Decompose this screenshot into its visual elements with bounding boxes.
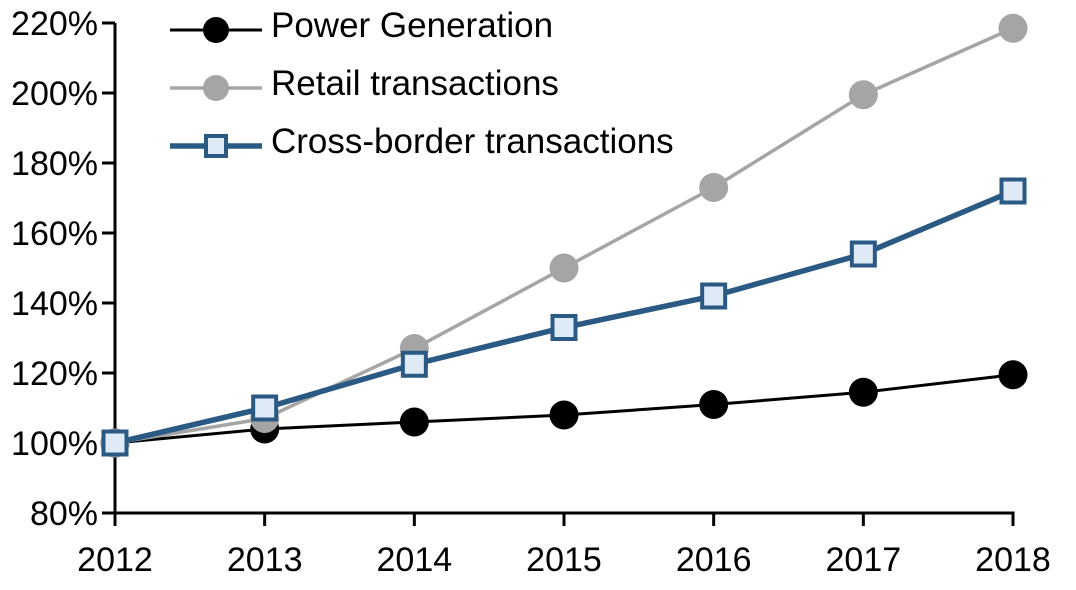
x-tick-label-2017: 2017	[826, 541, 902, 579]
marker-cross-border-transactions-2015	[550, 314, 578, 341]
marker-retail-transactions-2017	[848, 80, 878, 110]
x-tick-label-2013: 2013	[227, 541, 303, 579]
x-tick-label-2014: 2014	[377, 541, 453, 579]
marker-cross-border-transactions-legend	[204, 134, 228, 158]
legend-item-retail-transactions: Retail transactions	[170, 64, 559, 103]
y-tick-label-100: 100%	[11, 425, 98, 463]
marker-retail-transactions-2016	[699, 173, 729, 202]
legend-label-cross-border-transactions: Cross-border transactions	[271, 122, 674, 161]
marker-power-generation-2018	[998, 360, 1028, 390]
y-tick-label-200: 200%	[11, 75, 98, 113]
y-tick-label-140: 140%	[11, 285, 98, 323]
y-tick-label-220: 220%	[11, 5, 98, 43]
marker-cross-border-transactions-2014	[400, 350, 428, 378]
x-tick-label-2016: 2016	[676, 541, 752, 579]
marker-power-generation-2014	[399, 407, 429, 437]
legend-item-power-generation: Power Generation	[170, 6, 553, 45]
marker-cross-border-transactions-2016	[700, 282, 728, 310]
marker-power-generation-2015	[549, 400, 579, 430]
legend-label-retail-transactions: Retail transactions	[271, 64, 559, 103]
x-tick-label-2012: 2012	[77, 541, 153, 579]
marker-power-generation-legend	[203, 17, 229, 43]
legend-label-power-generation: Power Generation	[271, 6, 553, 45]
x-tick-label-2015: 2015	[526, 541, 602, 579]
marker-power-generation-2016	[699, 390, 729, 419]
series-line-retail-transactions	[114, 26, 1014, 445]
y-tick-label-160: 160%	[11, 215, 98, 253]
y-tick-label-120: 120%	[11, 355, 98, 393]
marker-cross-border-transactions-2017	[849, 240, 877, 268]
marker-cross-border-transactions-2018	[999, 177, 1027, 205]
marker-retail-transactions-2015	[549, 253, 579, 283]
legend-item-cross-border-transactions: Cross-border transactions	[170, 122, 674, 161]
y-tick-label-180: 180%	[11, 145, 98, 183]
marker-retail-transactions-legend	[203, 75, 229, 101]
marker-cross-border-transactions-2013	[251, 394, 279, 422]
marker-cross-border-transactions-2012	[101, 429, 129, 457]
y-tick-label-80: 80%	[30, 495, 98, 533]
x-tick-label-2018: 2018	[975, 541, 1051, 579]
marker-retail-transactions-2018	[998, 13, 1028, 43]
marker-power-generation-2017	[848, 377, 878, 407]
